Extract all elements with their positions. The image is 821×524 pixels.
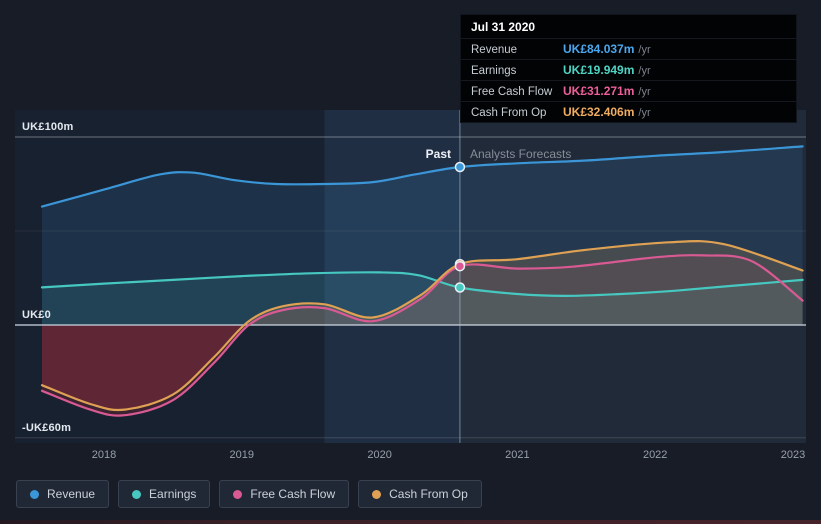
revenue-dot-icon: [30, 489, 39, 499]
tooltip-row-revenue: Revenue UK£84.037m /yr: [461, 38, 796, 59]
earnings-dot-icon: [132, 489, 142, 499]
legend-item-cash-from-op[interactable]: Cash From Op: [358, 480, 482, 508]
legend-label: Revenue: [47, 487, 96, 501]
y-axis-label: UK£100m: [22, 121, 74, 133]
tooltip-label: Earnings: [471, 65, 517, 77]
tooltip-unit: /yr: [638, 86, 651, 98]
legend: Revenue Earnings Free Cash Flow Cash Fro…: [16, 480, 482, 508]
past-label: Past: [425, 147, 451, 161]
tooltip: Jul 31 2020 Revenue UK£84.037m /yr Earni…: [460, 14, 797, 123]
tooltip-label: Free Cash Flow: [471, 86, 553, 98]
tooltip-value: UK£32.406m: [563, 105, 635, 119]
x-axis-label: 2021: [505, 449, 530, 461]
tooltip-date: Jul 31 2020: [471, 20, 536, 34]
x-axis-label: 2020: [367, 449, 392, 461]
x-axis-label: 2022: [642, 449, 668, 461]
tooltip-value: UK£19.949m: [563, 63, 635, 77]
tooltip-row-free-cash-flow: Free Cash Flow UK£31.271m /yr: [461, 80, 796, 101]
legend-item-earnings[interactable]: Earnings: [118, 480, 211, 508]
tooltip-row-cash-from-op: Cash From Op UK£32.406m /yr: [461, 101, 796, 122]
free-cash-flow-dot-icon: [233, 489, 243, 499]
tooltip-row-earnings: Earnings UK£19.949m /yr: [461, 59, 796, 80]
x-axis-label: 2018: [91, 449, 117, 461]
legend-label: Cash From Op: [389, 487, 468, 501]
legend-label: Free Cash Flow: [250, 487, 336, 501]
tooltip-unit: /yr: [638, 107, 651, 119]
tooltip-unit: /yr: [638, 65, 651, 77]
bottom-accent-strip: [0, 520, 821, 524]
cash-from-op-dot-icon: [372, 489, 382, 499]
tooltip-unit: /yr: [638, 44, 651, 56]
analysts-forecasts-label: Analysts Forecasts: [470, 147, 572, 161]
y-axis-label: UK£0: [22, 309, 51, 321]
tooltip-label: Cash From Op: [471, 107, 547, 119]
x-axis-label: 2019: [229, 449, 255, 461]
tooltip-value: UK£84.037m: [563, 42, 635, 56]
legend-item-free-cash-flow[interactable]: Free Cash Flow: [219, 480, 350, 508]
legend-label: Earnings: [149, 487, 197, 501]
legend-item-revenue[interactable]: Revenue: [16, 480, 110, 508]
tooltip-label: Revenue: [471, 44, 518, 56]
tooltip-value: UK£31.271m: [563, 84, 635, 98]
y-axis-label: -UK£60m: [22, 421, 72, 434]
x-axis-label: 2023: [780, 449, 806, 461]
